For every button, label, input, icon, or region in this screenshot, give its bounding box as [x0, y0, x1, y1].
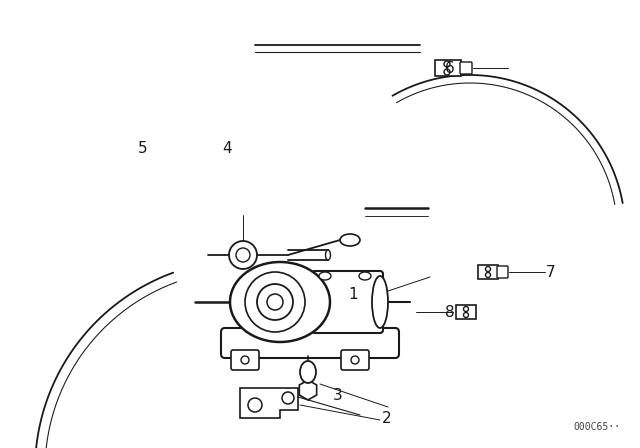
Ellipse shape	[300, 361, 316, 383]
Circle shape	[444, 69, 450, 75]
Circle shape	[486, 267, 490, 271]
Circle shape	[241, 356, 249, 364]
Polygon shape	[240, 388, 298, 418]
Circle shape	[463, 313, 468, 318]
Circle shape	[229, 241, 257, 269]
Circle shape	[444, 61, 450, 67]
Circle shape	[267, 294, 283, 310]
Polygon shape	[300, 380, 317, 400]
FancyBboxPatch shape	[312, 271, 383, 333]
Ellipse shape	[319, 272, 331, 280]
Circle shape	[257, 284, 293, 320]
FancyBboxPatch shape	[221, 328, 399, 358]
FancyBboxPatch shape	[460, 62, 472, 74]
Text: 4: 4	[222, 141, 232, 155]
Text: 3: 3	[333, 388, 343, 402]
Text: 000C65··: 000C65··	[573, 422, 620, 432]
FancyBboxPatch shape	[231, 350, 259, 370]
FancyBboxPatch shape	[497, 266, 508, 278]
Ellipse shape	[326, 250, 330, 260]
Text: 6: 6	[445, 60, 455, 76]
Circle shape	[463, 306, 468, 311]
Ellipse shape	[245, 272, 305, 332]
FancyBboxPatch shape	[341, 350, 369, 370]
Text: 1: 1	[348, 287, 358, 302]
Ellipse shape	[359, 272, 371, 280]
Circle shape	[351, 356, 359, 364]
Text: 2: 2	[382, 410, 392, 426]
Polygon shape	[456, 305, 476, 319]
Polygon shape	[478, 265, 498, 279]
Circle shape	[282, 392, 294, 404]
Circle shape	[248, 398, 262, 412]
Circle shape	[236, 248, 250, 262]
Text: 5: 5	[138, 141, 148, 155]
Text: 8: 8	[445, 305, 454, 319]
Polygon shape	[435, 60, 461, 76]
Ellipse shape	[230, 262, 330, 342]
Text: 7: 7	[546, 264, 556, 280]
Ellipse shape	[372, 276, 388, 328]
Circle shape	[486, 272, 490, 277]
Ellipse shape	[340, 234, 360, 246]
